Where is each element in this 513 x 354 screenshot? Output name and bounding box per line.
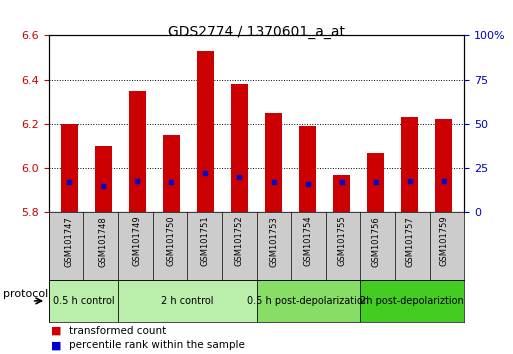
Bar — [231, 84, 248, 212]
Text: GSM101753: GSM101753 — [269, 216, 278, 267]
Bar — [436, 120, 452, 212]
Bar — [95, 146, 112, 212]
Bar — [118, 280, 256, 322]
Bar — [333, 175, 350, 212]
Text: GSM101757: GSM101757 — [405, 216, 415, 267]
Bar — [61, 124, 77, 212]
Bar — [197, 51, 214, 212]
Bar — [163, 135, 180, 212]
Bar — [401, 117, 418, 212]
Bar — [129, 91, 146, 212]
Bar — [299, 126, 316, 212]
Bar — [360, 280, 464, 322]
Text: GSM101750: GSM101750 — [167, 216, 176, 267]
Text: GDS2774 / 1370601_a_at: GDS2774 / 1370601_a_at — [168, 25, 345, 39]
Bar — [265, 113, 282, 212]
Text: protocol: protocol — [3, 289, 48, 299]
Bar — [367, 153, 384, 212]
Text: ■: ■ — [51, 326, 62, 336]
Text: 0.5 h post-depolarization: 0.5 h post-depolarization — [247, 296, 369, 306]
Text: GSM101749: GSM101749 — [133, 216, 142, 267]
Bar — [49, 280, 118, 322]
Bar — [256, 280, 360, 322]
Text: GSM101748: GSM101748 — [98, 216, 108, 267]
Text: GSM101752: GSM101752 — [235, 216, 244, 267]
Text: 2h post-depolariztion: 2h post-depolariztion — [361, 296, 464, 306]
Text: ■: ■ — [51, 340, 62, 350]
Text: 0.5 h control: 0.5 h control — [52, 296, 114, 306]
Text: GSM101759: GSM101759 — [439, 216, 448, 267]
Text: GSM101751: GSM101751 — [201, 216, 210, 267]
Text: GSM101747: GSM101747 — [65, 216, 74, 267]
Text: transformed count: transformed count — [69, 326, 167, 336]
Text: 2 h control: 2 h control — [161, 296, 213, 306]
Text: GSM101755: GSM101755 — [337, 216, 346, 267]
Text: GSM101756: GSM101756 — [371, 216, 380, 267]
Text: GSM101754: GSM101754 — [303, 216, 312, 267]
Text: percentile rank within the sample: percentile rank within the sample — [69, 340, 245, 350]
